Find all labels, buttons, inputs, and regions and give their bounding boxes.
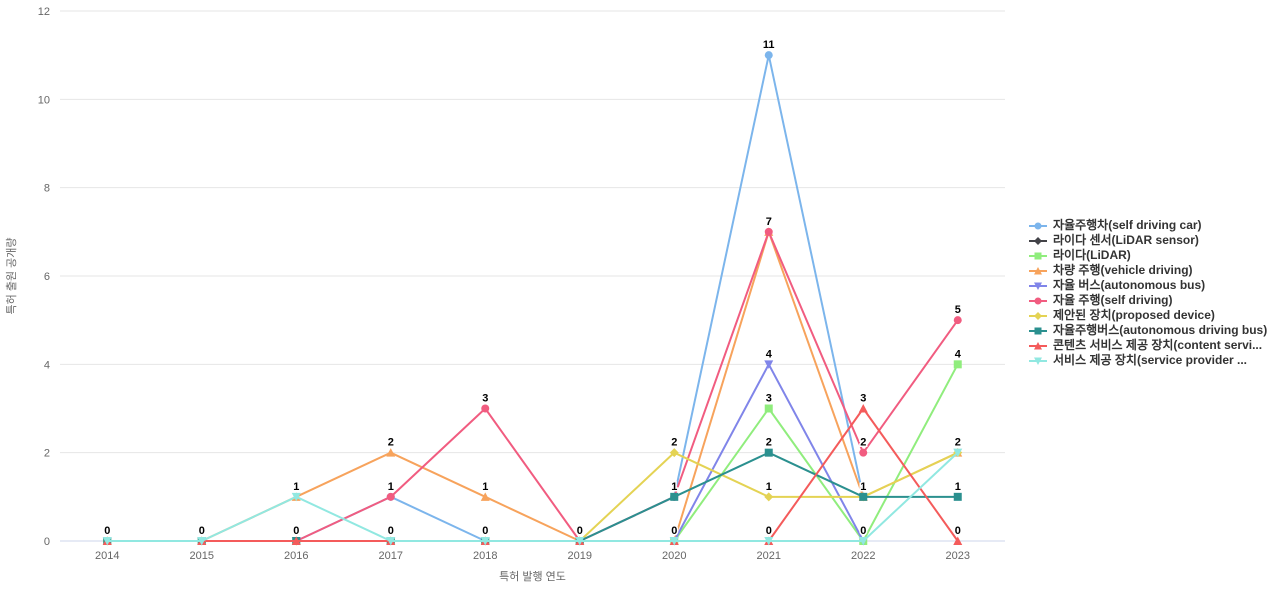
x-tick-label: 2020 [662,550,686,562]
data-label: 0 [860,525,866,537]
series-line-6 [102,448,963,546]
x-tick-label: 2014 [95,550,119,562]
legend-item[interactable]: 서비스 제공 장치(service provider ... [1028,353,1267,368]
x-tick-label: 2023 [946,550,970,562]
data-label: 5 [955,304,961,316]
series-marker-icon [1029,236,1047,245]
legend-label: 자율 버스(autonomous bus) [1053,278,1206,292]
legend-item[interactable]: 차량 주행(vehicle driving) [1028,263,1267,278]
legend-label: 자율 주행(self driving) [1053,293,1173,307]
y-tick-label: 2 [44,448,50,460]
x-tick-label: 2015 [190,550,214,562]
legend-label: 자율주행차(self driving car) [1053,218,1202,232]
data-label: 1 [671,481,677,493]
y-tick-label: 0 [44,536,50,548]
data-label: 0 [388,525,394,537]
data-label: 1 [482,481,488,493]
data-label: 3 [860,393,866,405]
data-label: 2 [388,437,394,449]
y-gridlines [60,10,1005,542]
series-marker-icon [1029,341,1047,349]
legend-item[interactable]: 라이다 센서(LiDAR sensor) [1028,233,1267,248]
data-label: 0 [199,525,205,537]
series-marker-icon [1029,252,1047,259]
data-label: 0 [482,525,488,537]
series-marker-icon [1029,327,1047,334]
x-axis-title: 특허 발행 연도 [499,570,566,583]
x-tick-label: 2016 [284,550,308,562]
data-label: 2 [766,437,772,449]
series-line-0 [103,51,868,545]
x-tick-label: 2022 [851,550,875,562]
legend-item[interactable]: 자율주행버스(autonomous driving bus) [1028,323,1267,338]
y-tick-label: 4 [44,359,50,371]
y-tick-label: 10 [38,94,50,106]
data-label: 0 [955,525,961,537]
series-marker-icon [1029,222,1047,229]
legend-label: 라이다(LiDAR) [1053,248,1131,262]
data-label: 0 [293,525,299,537]
data-label: 3 [482,393,488,405]
data-label: 1 [860,481,866,493]
series-marker-icon [1029,357,1047,365]
legend-label: 콘텐츠 서비스 제공 장치(content servi... [1053,338,1263,352]
x-tick-label: 2017 [379,550,403,562]
legend-item[interactable]: 제안된 장치(proposed device) [1028,308,1267,323]
series-marker-icon [1029,311,1047,320]
data-label: 2 [860,437,866,449]
legend-label: 라이다 센서(LiDAR sensor) [1053,233,1199,247]
legend-item[interactable]: 자율 주행(self driving) [1028,293,1267,308]
data-label: 4 [766,348,773,360]
y-tick-label: 12 [38,6,50,18]
legend-label: 서비스 제공 장치(service provider ... [1053,353,1247,367]
series-marker-icon [1029,266,1047,274]
legend-item[interactable]: 라이다(LiDAR) [1028,248,1267,263]
x-tick-label: 2021 [757,550,781,562]
x-tick-label: 2019 [568,550,592,562]
data-label: 1 [766,481,772,493]
legend-item[interactable]: 자율 버스(autonomous bus) [1028,278,1267,293]
legend-label: 자율주행버스(autonomous driving bus) [1053,323,1268,337]
chart-legend: 자율주행차(self driving car) 라이다 센서(LiDAR sens… [1028,218,1267,368]
data-label: 0 [671,525,677,537]
legend-label: 제안된 장치(proposed device) [1053,308,1215,322]
data-label: 2 [955,437,961,449]
series-marker-icon [1029,282,1047,290]
data-label: 2 [671,437,677,449]
legend-item[interactable]: 자율주행차(self driving car) [1028,218,1267,233]
x-tick-label: 2018 [473,550,497,562]
legend-item[interactable]: 콘텐츠 서비스 제공 장치(content servi... [1028,338,1267,353]
y-tick-label: 8 [44,183,50,195]
data-label: 0 [104,525,110,537]
y-tick-label: 6 [44,271,50,283]
data-label: 3 [766,393,772,405]
data-label: 1 [388,481,394,493]
data-label: 7 [766,216,772,228]
data-label: 0 [577,525,583,537]
data-label: 11 [763,39,775,51]
legend-label: 차량 주행(vehicle driving) [1053,263,1193,277]
data-label: 1 [293,481,299,493]
data-label: 1 [955,481,961,493]
series-marker-icon [1029,297,1047,304]
series-line-9 [102,448,963,546]
data-label: 0 [766,525,772,537]
data-label: 4 [955,348,962,360]
y-axis-title: 특허 출원 공개량 [5,238,18,315]
